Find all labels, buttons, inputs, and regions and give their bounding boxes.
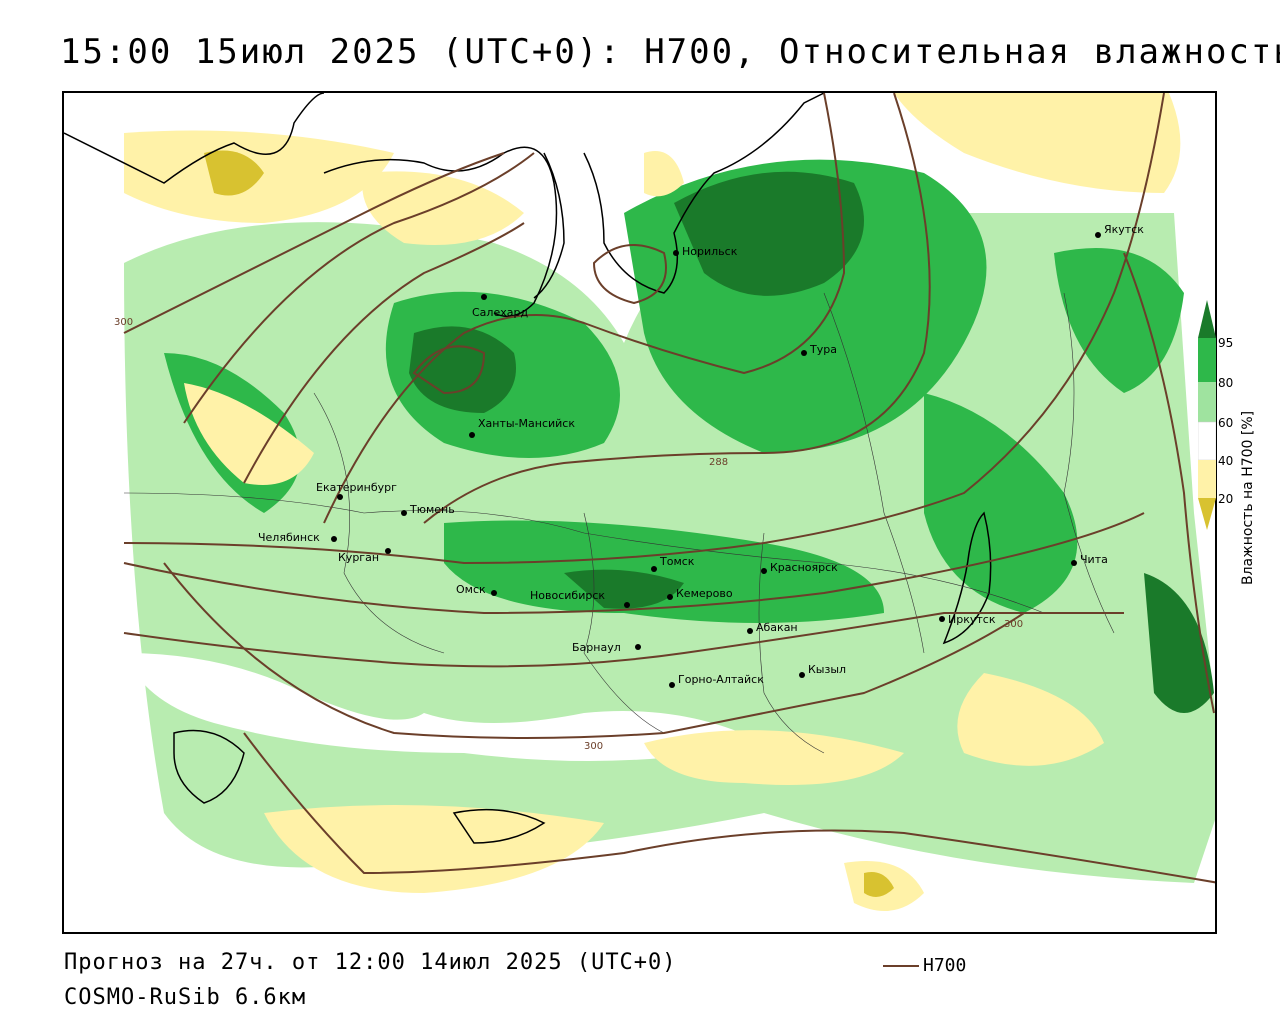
weather-map: 300 288 300 300 Салехард Норильск Тура Я… [62, 91, 1217, 934]
humidity-colorbar: 95 80 60 40 20 [1198, 300, 1258, 600]
region-borders [123, 292, 1115, 754]
city-kurgan: Курган [338, 548, 391, 564]
colorbar-ramp [1198, 300, 1216, 530]
isoline-labels: 300 288 300 300 [114, 317, 1023, 752]
city-khanty-mansiysk: Ханты-Мансийск [469, 417, 575, 438]
colorbar-tick-80: 80 [1218, 376, 1234, 390]
svg-text:Салехард: Салехард [472, 306, 528, 319]
colorbar-tick-60: 60 [1218, 416, 1234, 430]
svg-text:300: 300 [1004, 619, 1023, 630]
map-canvas: 300 288 300 300 Салехард Норильск Тура Я… [64, 93, 1215, 911]
city-yakutsk: Якутск [1095, 223, 1144, 238]
colorbar-tick-20: 20 [1218, 492, 1234, 506]
city-chelyabinsk: Челябинск [258, 531, 337, 544]
svg-text:300: 300 [114, 317, 133, 328]
svg-text:Чита: Чита [1080, 553, 1108, 566]
model-name: COSMO-RuSib 6.6км [64, 985, 307, 1010]
city-ekaterinburg: Екатеринбург [316, 481, 397, 500]
svg-text:Красноярск: Красноярск [770, 561, 838, 574]
svg-text:Курган: Курган [338, 551, 379, 564]
svg-text:Томск: Томск [659, 555, 695, 568]
forecast-info: Прогноз на 27ч. от 12:00 14июл 2025 (UTC… [64, 950, 677, 975]
colorbar-tick-40: 40 [1218, 454, 1234, 468]
city-krasnoyarsk: Красноярск [761, 561, 838, 574]
svg-text:Тура: Тура [809, 343, 837, 356]
humidity-fill [124, 93, 1215, 911]
svg-text:Кемерово: Кемерово [676, 587, 733, 600]
city-irkutsk: Иркутск [939, 613, 996, 626]
city-kemerovo: Кемерово [667, 587, 733, 600]
city-salekhard: Салехард [472, 294, 528, 319]
isoline-legend-label: H700 [923, 955, 967, 976]
city-norilsk: Норильск [673, 245, 738, 258]
city-tomsk: Томск [651, 555, 695, 572]
coastlines [64, 93, 992, 844]
isoline-swatch [883, 964, 919, 967]
colorbar-tick-95: 95 [1218, 336, 1234, 350]
svg-text:Барнаул: Барнаул [572, 641, 621, 654]
city-kyzyl: Кызыл [799, 663, 846, 678]
isoline-legend: H700 [883, 955, 966, 976]
city-tyumen: Тюмень [401, 503, 455, 516]
map-title: 15:00 15июл 2025 (UTC+0): H700, Относите… [60, 32, 1280, 72]
svg-text:Горно-Алтайск: Горно-Алтайск [678, 673, 764, 686]
city-omsk: Омск [456, 583, 497, 596]
svg-text:Кызыл: Кызыл [808, 663, 846, 676]
svg-text:Норильск: Норильск [682, 245, 738, 258]
city-novosibirsk: Новосибирск [530, 589, 630, 608]
city-chita: Чита [1071, 553, 1108, 566]
city-abakan: Абакан [747, 621, 798, 634]
svg-text:Тюмень: Тюмень [409, 503, 455, 516]
svg-text:Ханты-Мансийск: Ханты-Мансийск [478, 417, 575, 430]
svg-text:Абакан: Абакан [756, 621, 798, 634]
svg-text:Якутск: Якутск [1104, 223, 1144, 236]
svg-text:Омск: Омск [456, 583, 486, 596]
svg-text:Иркутск: Иркутск [948, 613, 996, 626]
svg-text:300: 300 [584, 741, 603, 752]
city-tura: Тура [801, 343, 837, 356]
city-markers: Салехард Норильск Тура Якутск Ханты-Манс… [258, 223, 1144, 688]
svg-text:Екатеринбург: Екатеринбург [316, 481, 397, 494]
h700-isolines [123, 93, 1215, 884]
svg-text:288: 288 [709, 457, 728, 468]
city-barnaul: Барнаул [572, 641, 641, 654]
svg-text:Челябинск: Челябинск [258, 531, 320, 544]
svg-text:Новосибирск: Новосибирск [530, 589, 605, 602]
city-gorno-altaysk: Горно-Алтайск [669, 673, 764, 688]
colorbar-title: Влажность на H700 [%] [1240, 410, 1256, 585]
